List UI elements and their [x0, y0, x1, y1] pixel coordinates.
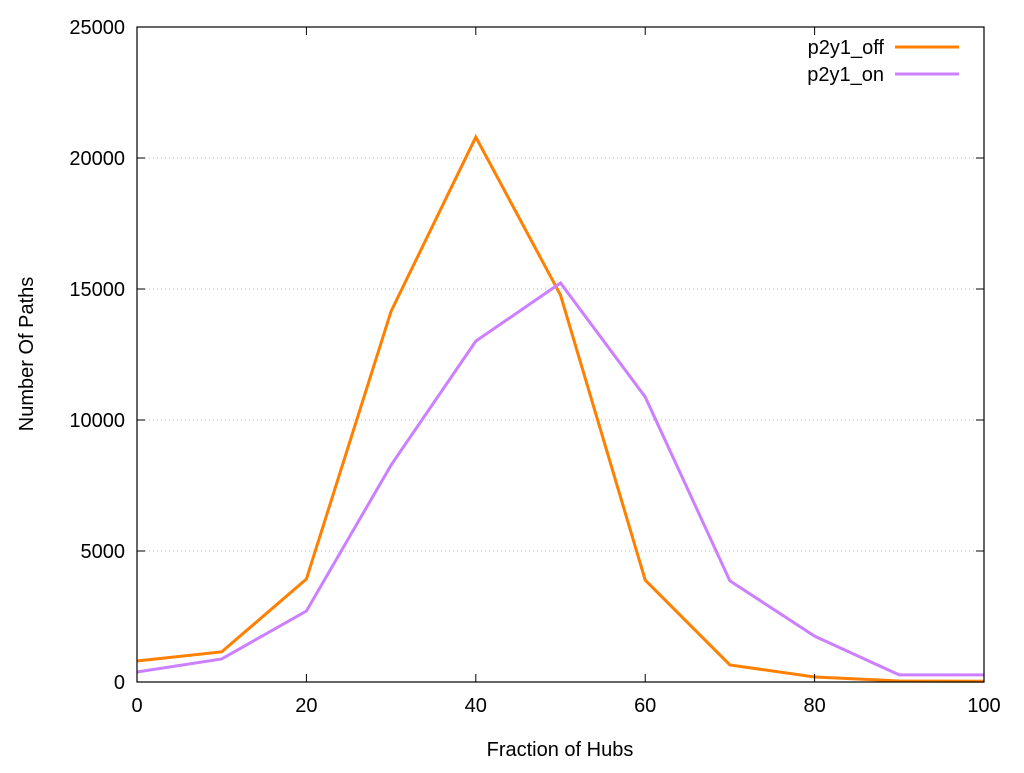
grid-lines — [137, 157, 984, 552]
y-axis-label: Number Of Paths — [16, 277, 38, 432]
x-tick-label: 100 — [967, 695, 1000, 717]
plot-frame — [136, 26, 985, 683]
legend-label: p2y1_on — [807, 64, 884, 86]
y-tick-label: 25000 — [69, 17, 125, 39]
x-axis-label: Fraction of Hubs — [487, 739, 634, 761]
axis-ticks: 0 5000 10000 15000 20000 25000 0 20 40 60 80 100 — [69, 17, 1000, 717]
series-group — [136, 133, 985, 683]
x-tick-label: 20 — [295, 695, 317, 717]
x-tick-label: 0 — [131, 695, 142, 717]
y-tick-label: 15000 — [69, 279, 125, 301]
legend: p2y1_off p2y1_on — [807, 37, 959, 86]
series-line-p2y1_off — [136, 133, 985, 683]
x-tick-label: 60 — [634, 695, 656, 717]
y-tick-label: 0 — [114, 672, 125, 694]
legend-label: p2y1_off — [808, 37, 885, 59]
x-tick-label: 40 — [465, 695, 487, 717]
y-tick-label: 20000 — [69, 148, 125, 170]
y-tick-label: 10000 — [69, 410, 125, 432]
series-line-p2y1_on — [136, 280, 984, 677]
y-tick-label: 5000 — [81, 541, 126, 563]
x-tick-label: 80 — [803, 695, 825, 717]
